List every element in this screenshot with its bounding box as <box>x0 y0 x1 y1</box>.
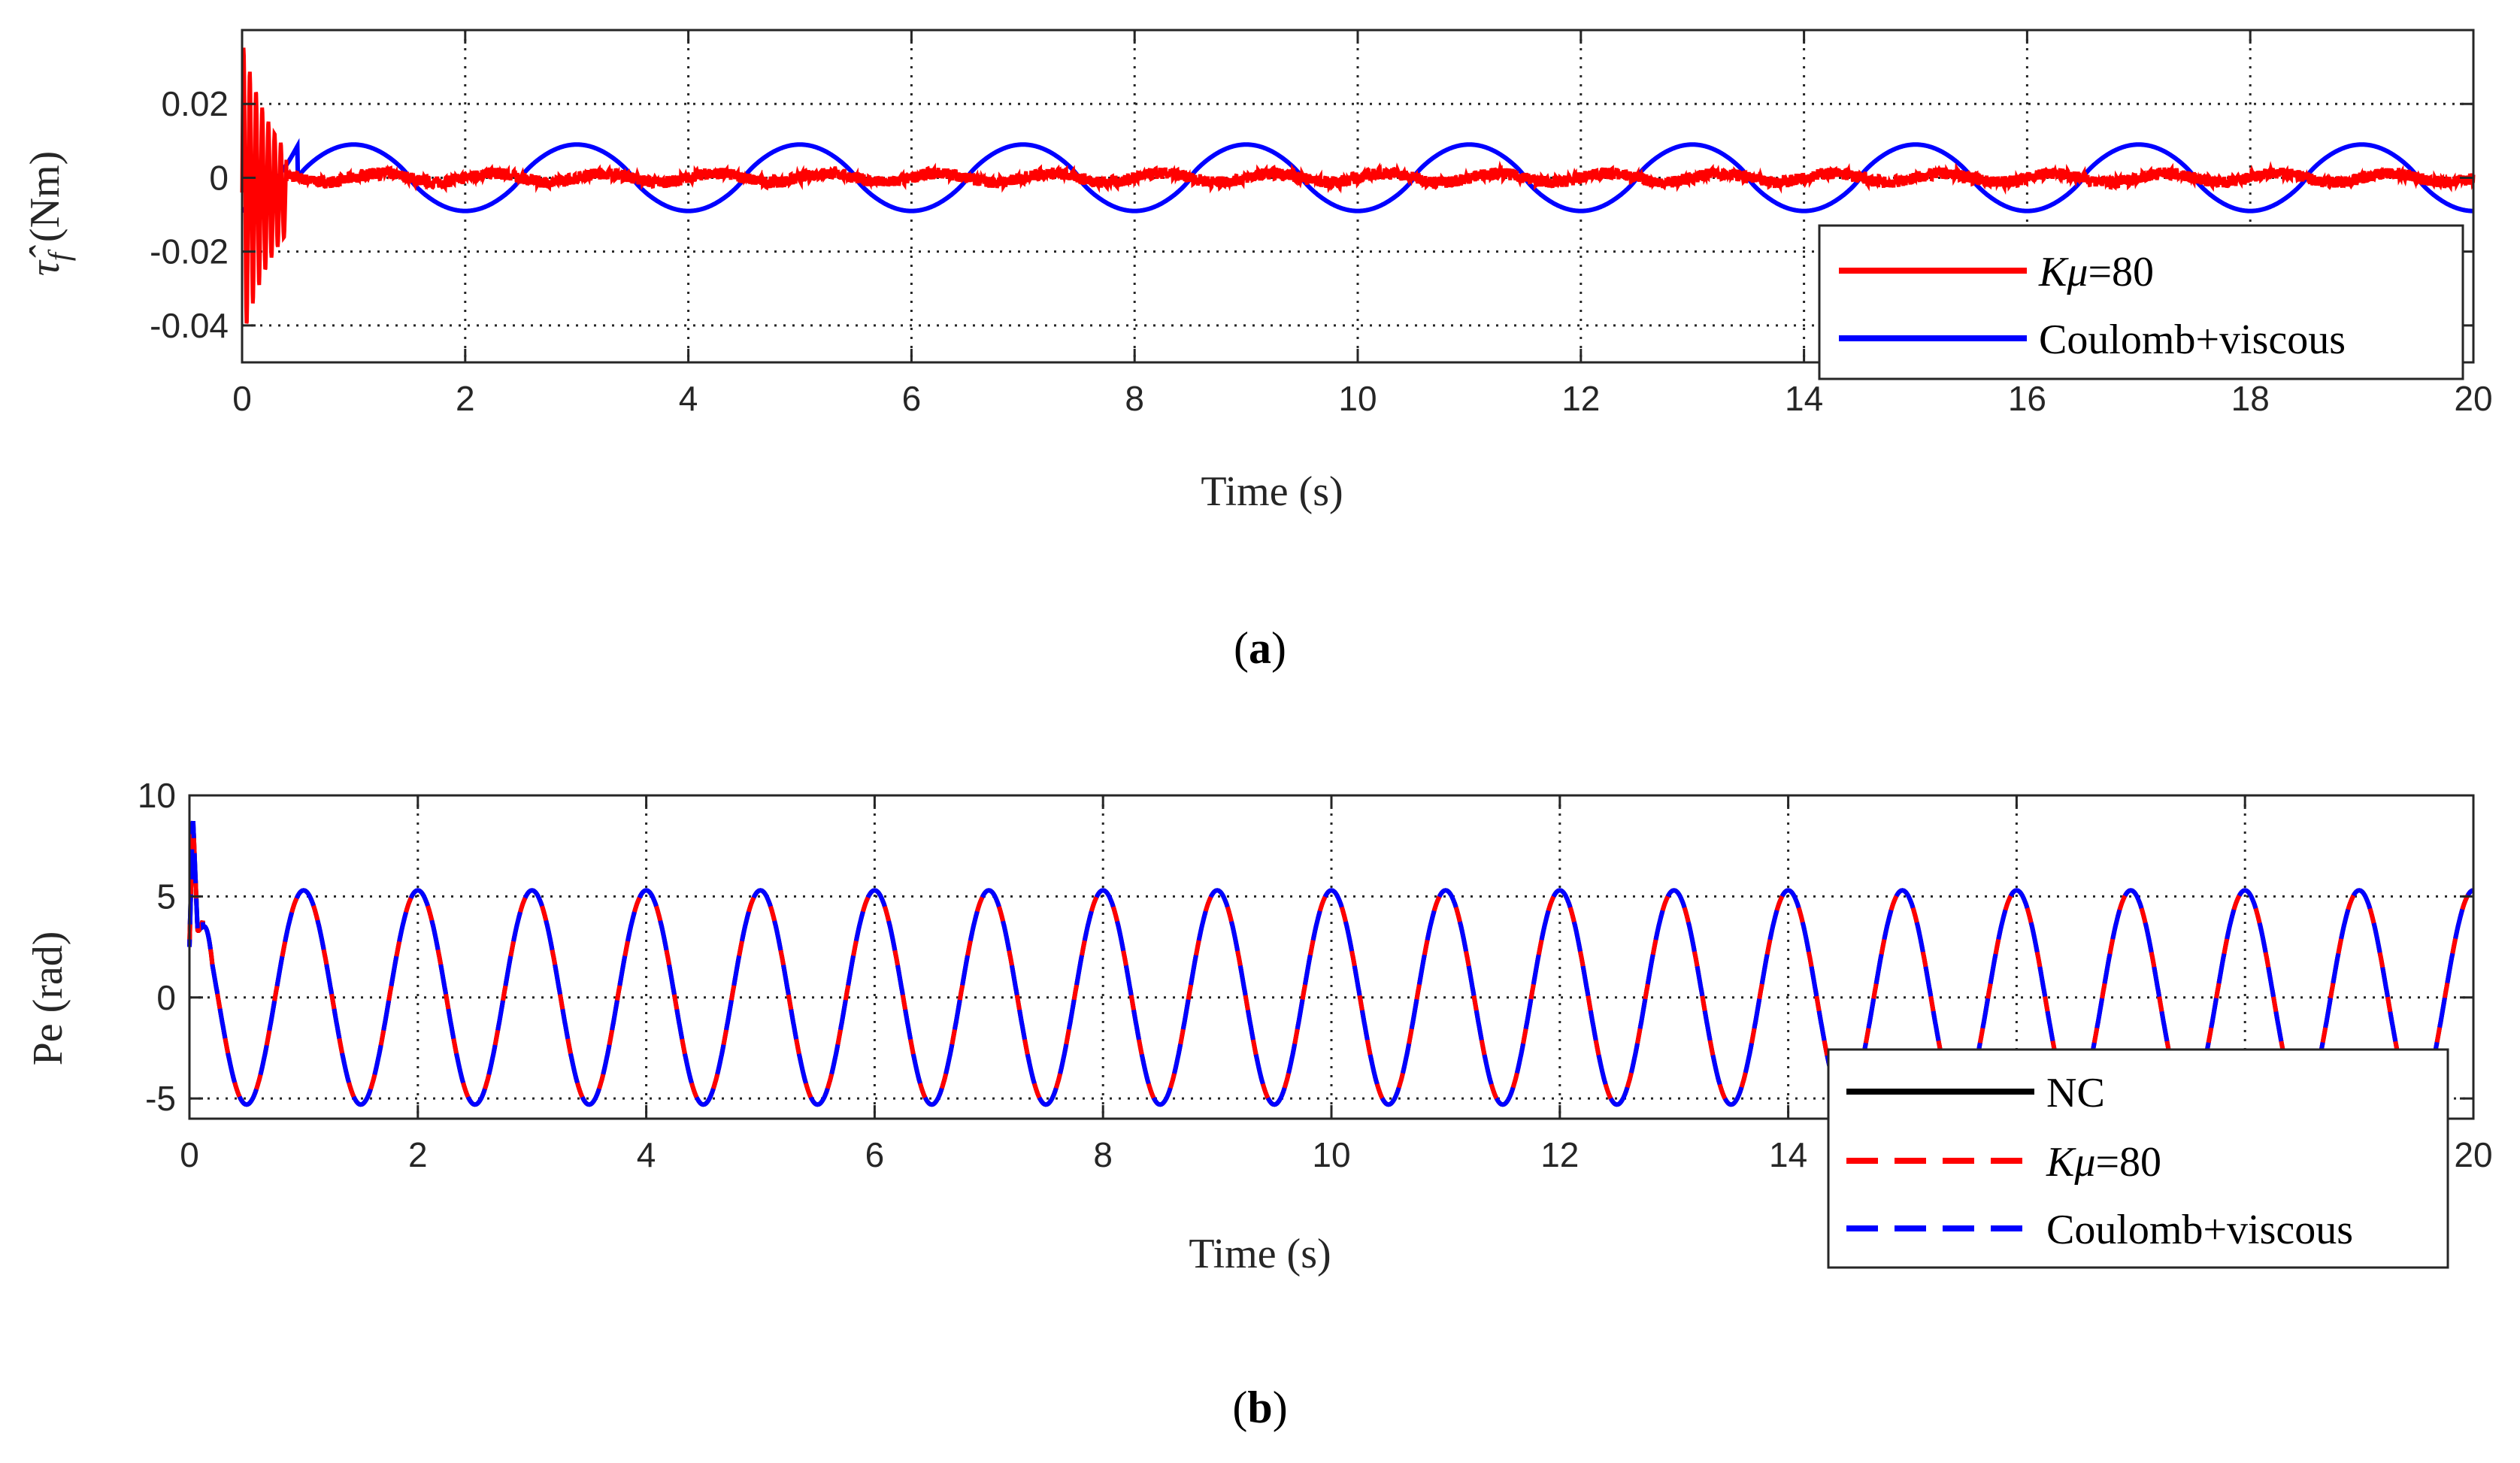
x-tick-label: 18 <box>2231 379 2270 418</box>
y-tick-label: 0.02 <box>161 84 229 123</box>
x-tick-label: 2 <box>408 1135 428 1174</box>
x-tick-label: 6 <box>865 1135 885 1174</box>
panel-a-legend-label-kmu: Kμ=80 <box>2038 249 2154 295</box>
panel-b-legend-label-nc: NC <box>2046 1070 2105 1116</box>
x-tick-label: 10 <box>1312 1135 1350 1174</box>
panel-b-legend: NC Kμ=80 Coulomb+viscous <box>1827 1048 2449 1269</box>
panel-b-legend-label-coulomb: Coulomb+viscous <box>2046 1207 2353 1253</box>
y-tick-label: 0 <box>156 978 176 1017</box>
panel-a-x-ticks: 0 2 4 6 8 10 12 14 16 18 20 <box>232 30 2493 418</box>
x-tick-label: 12 <box>1540 1135 1579 1174</box>
panel-a-y-axis-label: τ̂f (Nm) <box>22 151 76 276</box>
panel-b-legend-box <box>1827 1048 2449 1269</box>
y-tick-label: -0.02 <box>150 232 229 271</box>
series-line-coulomb-viscous <box>241 138 2473 214</box>
y-tick-label: 5 <box>156 877 176 916</box>
y-tick-label: -0.04 <box>150 306 229 345</box>
x-tick-label: 2 <box>456 379 475 418</box>
y-tick-label: -5 <box>145 1079 176 1118</box>
x-tick-label: 10 <box>1338 379 1377 418</box>
panel-a-legend: Kμ=80 Coulomb+viscous <box>1818 224 2464 380</box>
panel-b-legend-label-kmu: Kμ=80 <box>2046 1139 2161 1186</box>
panel-a-caption: (a) <box>1234 623 1286 673</box>
panel-a-series <box>240 47 2476 324</box>
x-tick-label: 8 <box>1125 379 1144 418</box>
panel-b-caption: (b) <box>1232 1383 1287 1432</box>
x-tick-label: 16 <box>2008 379 2046 418</box>
y-tick-label: 10 <box>138 776 176 815</box>
panel-a-legend-box <box>1818 224 2464 380</box>
panel-a-x-axis-label: Time (s) <box>1201 468 1343 515</box>
panel-b-y-ticks: 10 5 0 -5 <box>138 776 2473 1118</box>
x-tick-label: 0 <box>180 1135 199 1174</box>
x-tick-label: 8 <box>1093 1135 1113 1174</box>
x-tick-label: 20 <box>2454 379 2492 418</box>
x-tick-label: 20 <box>2454 1135 2492 1174</box>
x-tick-label: 14 <box>1785 379 1823 418</box>
x-tick-label: 4 <box>679 379 698 418</box>
x-tick-label: 4 <box>637 1135 656 1174</box>
panel-a: 0 2 4 6 8 10 12 14 16 18 20 0.02 0 -0.02 -0.04 Time (… <box>22 29 2493 673</box>
x-tick-label: 12 <box>1561 379 1600 418</box>
y-tick-label: 0 <box>209 158 229 197</box>
x-tick-label: 6 <box>902 379 922 418</box>
x-tick-label: 14 <box>1769 1135 1807 1174</box>
panel-b-x-axis-label: Time (s) <box>1189 1231 1331 1277</box>
series-line-kmu-80 <box>240 47 2476 324</box>
panel-a-legend-label-coulomb: Coulomb+viscous <box>2039 317 2346 363</box>
series-line-kmu-80 <box>187 820 2474 1107</box>
x-tick-label: 0 <box>232 379 252 418</box>
panel-a-y-ticks: 0.02 0 -0.02 -0.04 <box>150 84 2473 345</box>
panel-b-y-axis-label: Pe (rad) <box>25 931 71 1066</box>
